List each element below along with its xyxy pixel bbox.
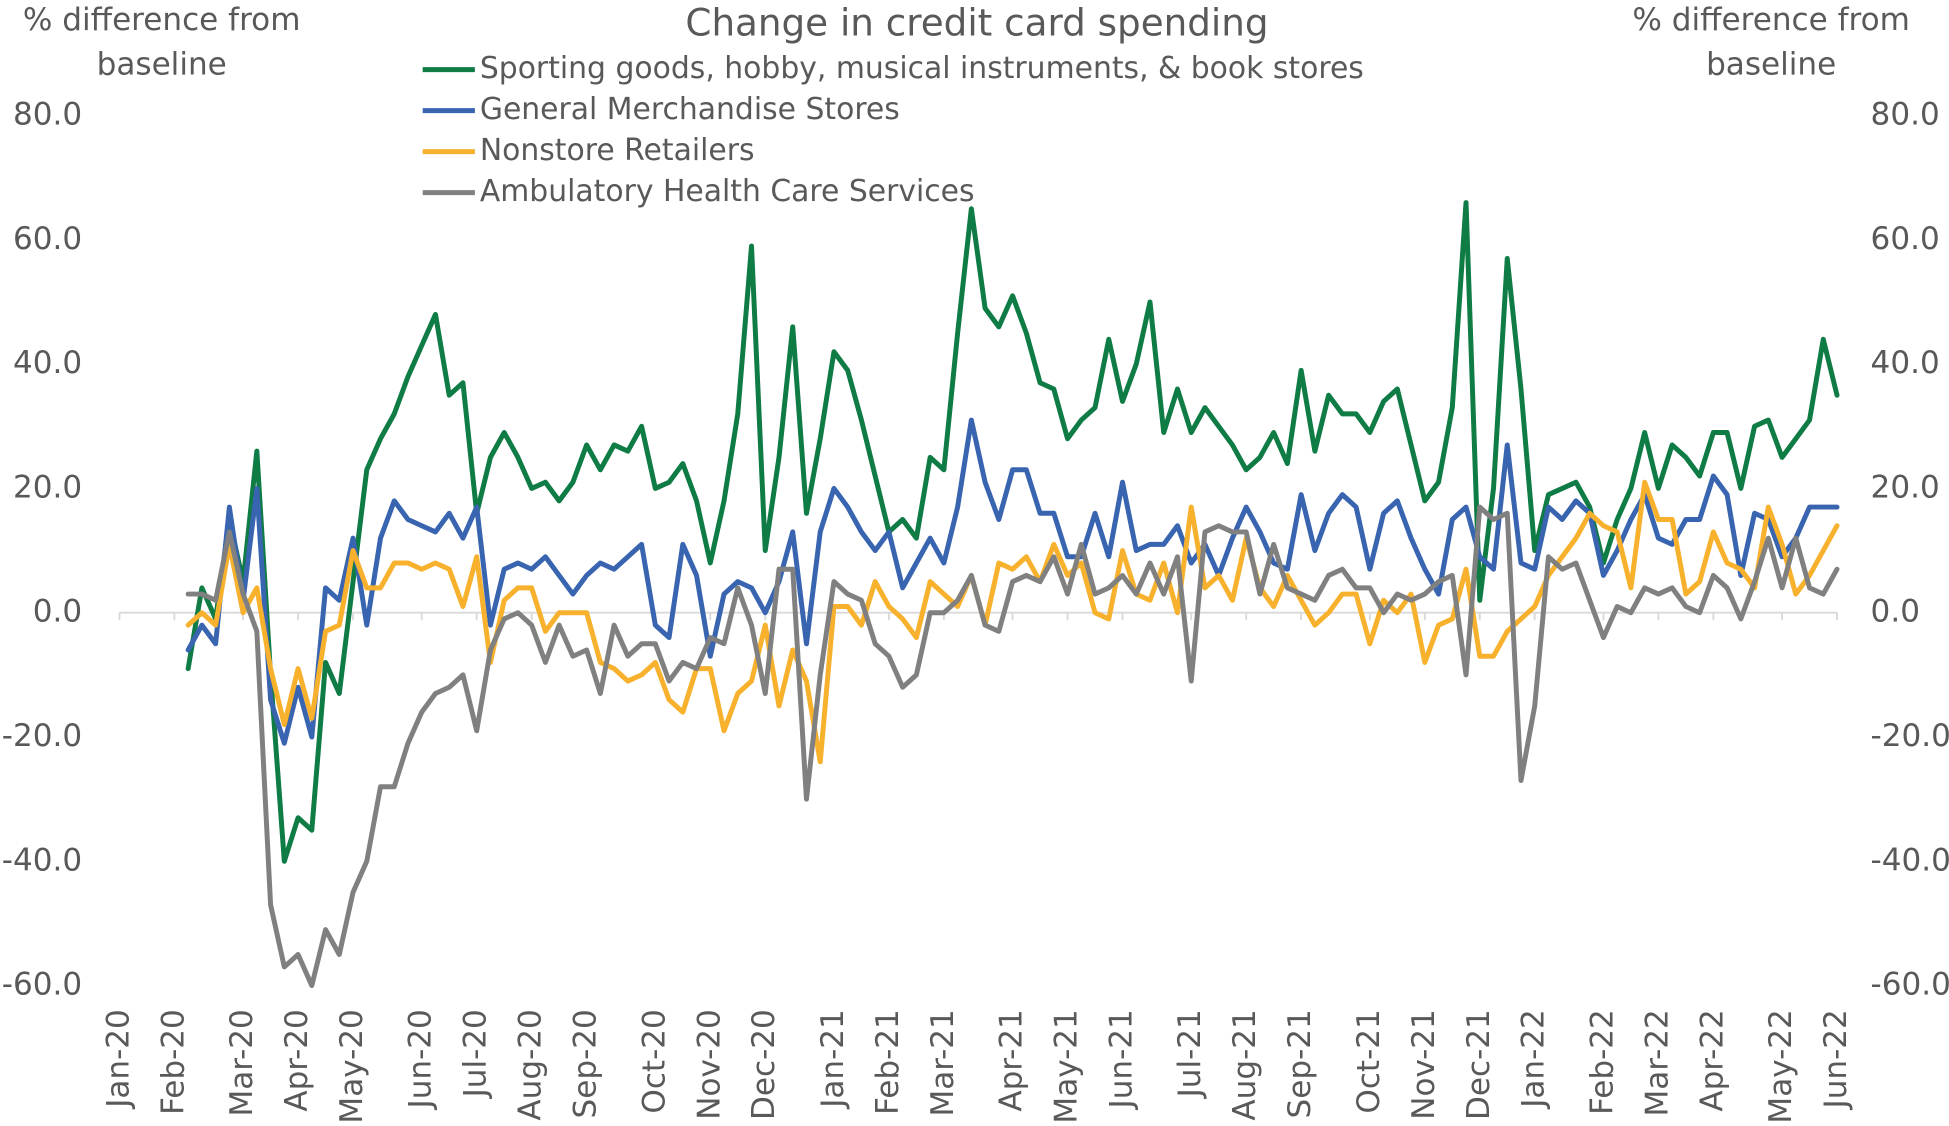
x-tick-label: Feb-20 <box>155 1009 191 1115</box>
legend-label: Nonstore Retailers <box>480 133 755 168</box>
y2-tick-label: -20.0 <box>1871 718 1949 754</box>
x-tick-label: Dec-21 <box>1461 1009 1497 1120</box>
series-line <box>185 479 1840 765</box>
x-tick-label: Dec-20 <box>746 1009 782 1120</box>
legend-label: Ambulatory Health Care Services <box>480 174 975 209</box>
y2-tick-label: -40.0 <box>1871 842 1949 878</box>
x-tick-label: Jan-22 <box>1516 1009 1552 1110</box>
x-tick-label: Jun-20 <box>403 1009 439 1110</box>
y-tick-label: -60.0 <box>2 967 82 1003</box>
x-tick-label: Jun-21 <box>1104 1009 1140 1110</box>
y-tick-label: 60.0 <box>13 221 82 257</box>
series-line <box>185 504 1840 989</box>
x-tick-label: May-22 <box>1763 1009 1799 1123</box>
x-tick-label: May-21 <box>1049 1009 1085 1123</box>
x-tick-label: Nov-21 <box>1406 1009 1442 1120</box>
x-tick-label: Jan-21 <box>815 1009 851 1110</box>
x-tick-label: Jun-22 <box>1818 1009 1854 1110</box>
x-tick-label: Apr-21 <box>994 1009 1030 1112</box>
x-tick-label: Mar-20 <box>224 1009 260 1116</box>
x-tick-label: Jan-20 <box>100 1009 136 1110</box>
y2-tick-label: 0.0 <box>1871 594 1920 630</box>
y-axis-title-box: % difference from baseline <box>22 1 301 83</box>
x-tick-label: Sep-21 <box>1282 1009 1318 1118</box>
x-tick-label: Oct-21 <box>1351 1009 1387 1113</box>
x-tick-label: Apr-20 <box>279 1009 315 1112</box>
x-tick-label: Nov-20 <box>691 1009 727 1120</box>
y2-tick-label: -60.0 <box>1871 967 1949 1003</box>
y-axis-title: % difference from baseline <box>22 1 301 83</box>
x-tick-label: Oct-20 <box>636 1009 672 1113</box>
y-tick-label: -20.0 <box>2 718 82 754</box>
x-tick-label: Mar-21 <box>925 1009 961 1116</box>
x-tick-label: Feb-22 <box>1584 1009 1620 1115</box>
y2-tick-label: 80.0 <box>1871 97 1940 133</box>
y2-tick-label: 60.0 <box>1871 221 1940 257</box>
y-tick-label: -40.0 <box>2 842 82 878</box>
y2-tick-label: 20.0 <box>1871 469 1940 505</box>
x-tick-label: Apr-22 <box>1694 1009 1730 1112</box>
y2-axis-title-box: % difference from baseline <box>1632 1 1910 83</box>
y-tick-label: 20.0 <box>13 469 82 505</box>
y2-tick-label: 40.0 <box>1871 345 1940 381</box>
x-tick-label: Feb-21 <box>870 1009 906 1115</box>
x-tick-label: Jul-20 <box>458 1009 494 1099</box>
y-tick-label: 80.0 <box>13 97 82 133</box>
legend-label: Sporting goods, hobby, musical instrumen… <box>480 51 1364 86</box>
x-tick-label: Jul-21 <box>1172 1009 1208 1099</box>
y2-axis-title: % difference from baseline <box>1632 1 1910 83</box>
y-tick-label: 0.0 <box>33 594 82 630</box>
x-tick-label: Sep-20 <box>568 1009 604 1118</box>
series-line <box>185 200 1840 864</box>
chart-title: Change in credit card spending <box>685 0 1268 44</box>
legend-label: General Merchandise Stores <box>480 92 900 127</box>
series-line <box>185 417 1840 746</box>
x-tick-label: May-20 <box>334 1009 370 1123</box>
x-tick-label: Aug-20 <box>513 1009 549 1120</box>
x-tick-label: Aug-21 <box>1227 1009 1263 1120</box>
y-tick-label: 40.0 <box>13 345 82 381</box>
x-tick-label: Mar-22 <box>1639 1009 1675 1116</box>
